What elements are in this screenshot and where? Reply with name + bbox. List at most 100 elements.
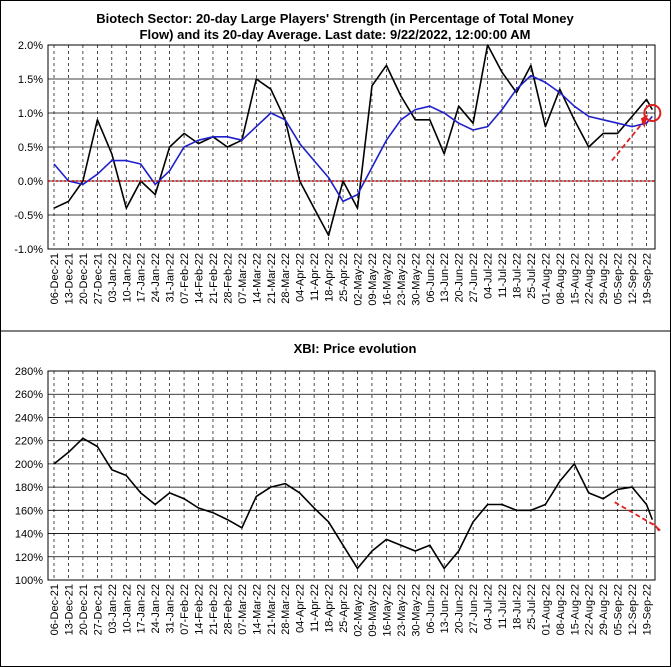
top-x-tick-label: 19-Sep-22 <box>642 253 654 304</box>
bot-x-tick-label: 01-Aug-22 <box>540 584 552 635</box>
top-x-tick-label: 11-Apr-22 <box>309 253 321 301</box>
top-x-tick-label: 28-Feb-22 <box>222 253 234 304</box>
bot-x-tick-label: 10-Jan-22 <box>121 584 133 634</box>
bot-x-tick-label: 03-Jan-22 <box>107 584 119 634</box>
bottom-chart-title: XBI: Price evolution <box>294 341 417 356</box>
top-y-tick-label: 1.5% <box>18 74 43 86</box>
top-x-tick-label: 25-Jul-22 <box>526 253 538 299</box>
top-y-tick-label: 1.0% <box>18 108 43 120</box>
bot-y-tick-label: 120% <box>15 552 43 564</box>
bot-x-tick-label: 12-Sep-22 <box>627 584 639 635</box>
bot-x-tick-label: 11-Jul-22 <box>497 584 509 629</box>
bot-y-tick-label: 180% <box>15 482 43 494</box>
bot-x-tick-label: 19-Sep-22 <box>642 584 654 635</box>
bot-y-tick-label: 280% <box>15 366 43 378</box>
bottom-chart-annotations <box>614 501 661 532</box>
bot-y-tick-label: 240% <box>15 412 43 424</box>
bot-x-tick-label: 02-May-22 <box>353 584 365 637</box>
top-x-tick-label: 11-Jul-22 <box>497 253 509 298</box>
bot-x-tick-label: 21-Feb-22 <box>208 584 220 635</box>
bot-y-tick-label: 160% <box>15 505 43 517</box>
bot-x-tick-label: 28-Mar-22 <box>280 584 292 635</box>
bot-x-tick-label: 14-Feb-22 <box>194 584 206 635</box>
top-x-tick-label: 24-Jan-22 <box>150 253 162 303</box>
bot-x-tick-label: 30-May-22 <box>410 584 422 637</box>
top-chart-annotations <box>48 104 662 182</box>
top-x-tick-label: 27-Jun-22 <box>468 253 480 303</box>
top-x-tick-label: 21-Mar-22 <box>266 253 278 304</box>
bot-y-tick-label: 200% <box>15 459 43 471</box>
bot-x-tick-label: 20-Dec-21 <box>78 584 90 635</box>
top-x-tick-label: 28-Mar-22 <box>280 253 292 304</box>
bottom-trend-arrow-head <box>652 521 661 532</box>
bot-x-tick-label: 20-Jun-22 <box>454 584 466 634</box>
bot-x-tick-label: 11-Apr-22 <box>309 584 321 632</box>
bot-x-tick-label: 18-Apr-22 <box>324 584 336 633</box>
bot-x-tick-label: 04-Apr-22 <box>295 584 307 633</box>
top-y-tick-label: -1.0% <box>14 244 43 256</box>
top-x-tick-label: 29-Aug-22 <box>598 253 610 304</box>
top-x-tick-label: 18-Apr-22 <box>324 253 336 302</box>
top-x-tick-label: 13-Dec-21 <box>63 253 75 304</box>
top-y-tick-label: 2.0% <box>18 40 43 52</box>
bot-series-0-line <box>53 437 654 570</box>
bot-x-tick-label: 29-Aug-22 <box>598 584 610 635</box>
top-x-tick-label: 20-Jun-22 <box>454 253 466 303</box>
bot-x-tick-label: 18-Jul-22 <box>511 584 523 630</box>
bot-x-tick-label: 07-Feb-22 <box>179 584 191 635</box>
top-x-tick-label: 20-Dec-21 <box>78 253 90 304</box>
bot-x-tick-label: 23-May-22 <box>396 584 408 637</box>
top-y-tick-label: -0.5% <box>14 210 43 222</box>
bot-y-tick-label: 140% <box>15 529 43 541</box>
bot-x-tick-label: 25-Apr-22 <box>338 584 350 633</box>
bottom-chart-grid <box>47 370 656 581</box>
top-x-tick-label: 22-Aug-22 <box>584 253 596 304</box>
top-x-tick-label: 06-Jun-22 <box>425 253 437 303</box>
bot-x-tick-label: 17-Jan-22 <box>136 584 148 634</box>
top-x-tick-label: 04-Apr-22 <box>295 253 307 302</box>
top-x-tick-label: 08-Aug-22 <box>555 253 567 304</box>
top-x-tick-label: 21-Feb-22 <box>208 253 220 304</box>
bot-x-tick-label: 16-May-22 <box>381 584 393 637</box>
bot-x-tick-label: 09-May-22 <box>367 584 379 637</box>
top-x-tick-label: 04-Jul-22 <box>483 253 495 299</box>
top-x-tick-label: 01-Aug-22 <box>540 253 552 304</box>
top-trend-arrow-line <box>611 119 646 162</box>
bot-x-tick-label: 05-Sep-22 <box>613 584 625 635</box>
bot-y-tick-label: 100% <box>15 575 43 587</box>
bot-x-tick-label: 13-Dec-21 <box>63 584 75 635</box>
top-x-tick-label: 10-Jan-22 <box>121 253 133 303</box>
top-chart-axes: -1.0%-0.5%0.0%0.5%1.0%1.5%2.0%06-Dec-21 1… <box>14 40 653 306</box>
bot-x-tick-label: 27-Jun-22 <box>468 584 480 634</box>
top-series-1-line <box>53 74 653 203</box>
top-x-tick-label: 23-May-22 <box>396 253 408 306</box>
top-x-tick-label: 07-Feb-22 <box>179 253 191 304</box>
top-x-tick-label: 25-Apr-22 <box>338 253 350 302</box>
top-x-tick-label: 31-Jan-22 <box>165 253 177 303</box>
bot-x-tick-label: 22-Aug-22 <box>584 584 596 635</box>
bot-x-tick-label: 08-Aug-22 <box>555 584 567 635</box>
bottom-trend-arrow-line <box>614 501 658 528</box>
top-x-tick-label: 16-May-22 <box>381 253 393 306</box>
top-x-tick-label: 09-May-22 <box>367 253 379 306</box>
bot-x-tick-label: 24-Jan-22 <box>150 584 162 634</box>
top-x-tick-label: 02-May-22 <box>353 253 365 306</box>
top-x-tick-label: 30-May-22 <box>410 253 422 306</box>
top-chart-title-line-1: Biotech Sector: 20-day Large Players' St… <box>96 11 574 26</box>
top-x-tick-label: 17-Jan-22 <box>136 253 148 303</box>
bot-x-tick-label: 31-Jan-22 <box>165 584 177 634</box>
bot-y-tick-label: 220% <box>15 436 43 448</box>
bot-x-tick-label: 28-Feb-22 <box>222 584 234 635</box>
top-x-tick-label: 14-Feb-22 <box>194 253 206 304</box>
bot-x-tick-label: 04-Jul-22 <box>483 584 495 630</box>
top-series-0-line <box>53 44 653 237</box>
top-x-tick-label: 05-Sep-22 <box>613 253 625 304</box>
bot-x-tick-label: 07-Mar-22 <box>237 584 249 635</box>
top-last-value-circle <box>643 104 662 122</box>
bot-x-tick-label: 06-Jun-22 <box>425 584 437 634</box>
bot-x-tick-label: 27-Dec-21 <box>92 584 104 635</box>
top-chart-title-line-2: Flow) and its 20-day Average. Last date:… <box>140 27 531 42</box>
